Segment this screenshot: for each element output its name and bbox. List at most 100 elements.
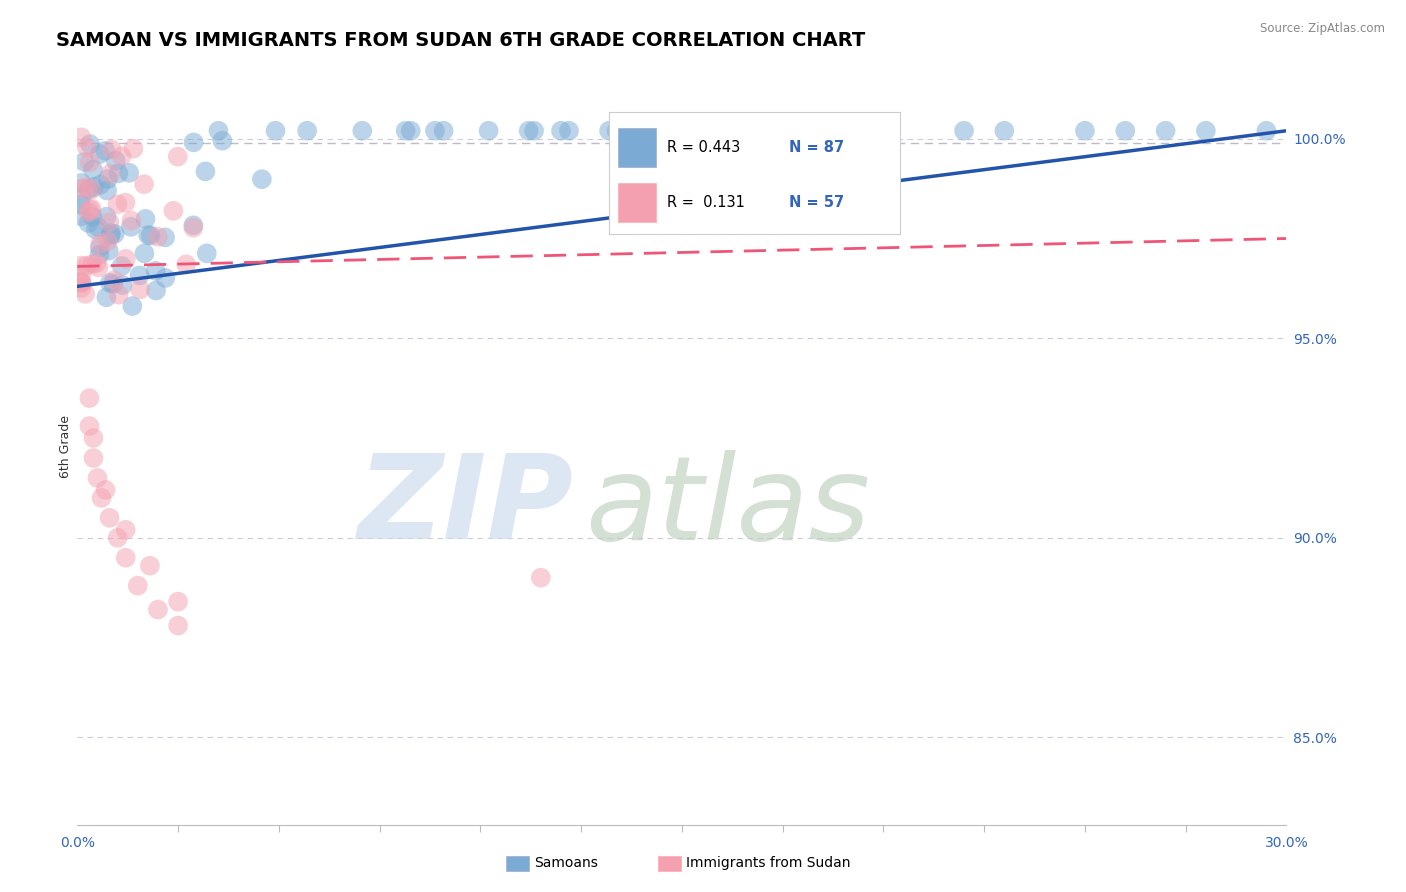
Point — [70, 197, 93, 211]
Point — [174, 257, 197, 271]
Point — [96, 210, 118, 224]
Point — [352, 124, 374, 138]
Point — [558, 124, 581, 138]
Point — [79, 391, 101, 405]
Point — [394, 124, 416, 138]
Point — [139, 558, 162, 573]
Text: Source: ZipAtlas.com: Source: ZipAtlas.com — [1260, 22, 1385, 36]
Point — [207, 124, 229, 138]
Point — [664, 124, 686, 138]
Point — [104, 227, 127, 241]
Point — [107, 197, 129, 211]
Point — [87, 220, 110, 235]
Point — [872, 124, 894, 138]
Point — [832, 124, 855, 138]
Point — [101, 277, 124, 291]
Point — [79, 419, 101, 434]
Point — [98, 276, 121, 290]
Point — [1154, 124, 1177, 138]
Point — [82, 210, 104, 224]
Point — [75, 180, 97, 194]
Point — [84, 222, 107, 236]
Point — [97, 172, 120, 186]
Point — [70, 181, 93, 195]
Point — [96, 290, 118, 304]
Point — [70, 259, 93, 273]
Point — [107, 166, 129, 180]
Text: ZIP: ZIP — [357, 450, 574, 564]
Point — [73, 155, 96, 169]
Text: Samoans: Samoans — [534, 856, 598, 871]
Point — [114, 523, 136, 537]
Point — [134, 246, 156, 260]
Y-axis label: 6th Grade: 6th Grade — [59, 415, 72, 477]
Point — [89, 147, 111, 161]
Text: Immigrants from Sudan: Immigrants from Sudan — [686, 856, 851, 871]
Point — [82, 431, 104, 445]
Point — [70, 275, 93, 289]
Point — [711, 124, 734, 138]
Point — [295, 124, 318, 138]
Point — [195, 246, 218, 260]
Point — [87, 260, 110, 275]
Point — [111, 259, 134, 273]
Point — [82, 162, 104, 177]
Point — [136, 228, 159, 243]
Point — [145, 284, 167, 298]
Point — [94, 144, 117, 158]
Point — [79, 202, 101, 217]
Point — [146, 229, 169, 244]
Point — [70, 276, 93, 290]
Point — [89, 236, 111, 251]
Point — [70, 176, 93, 190]
Point — [523, 124, 546, 138]
Point — [80, 202, 103, 216]
Point — [139, 228, 162, 243]
Point — [250, 172, 273, 186]
Point — [114, 195, 136, 210]
Point — [111, 278, 134, 293]
Point — [94, 483, 117, 497]
Point — [83, 180, 105, 194]
Point — [478, 124, 501, 138]
Point — [146, 602, 169, 616]
Point — [134, 211, 156, 226]
Point — [70, 281, 93, 295]
Point — [194, 164, 217, 178]
Point — [121, 299, 143, 313]
Point — [550, 124, 572, 138]
Point — [107, 531, 129, 545]
Point — [630, 131, 652, 145]
Point — [606, 124, 628, 138]
Point — [104, 153, 127, 168]
Point — [655, 124, 678, 138]
Point — [792, 124, 814, 138]
Point — [89, 248, 111, 262]
Point — [70, 267, 93, 281]
Point — [77, 216, 100, 230]
Point — [77, 182, 100, 196]
Point — [162, 203, 184, 218]
Point — [129, 282, 152, 296]
Point — [82, 257, 104, 271]
Point — [86, 471, 108, 485]
Point — [183, 136, 205, 150]
Point — [669, 124, 692, 138]
Point — [86, 256, 108, 270]
Text: SAMOAN VS IMMIGRANTS FROM SUDAN 6TH GRADE CORRELATION CHART: SAMOAN VS IMMIGRANTS FROM SUDAN 6TH GRAD… — [56, 31, 866, 50]
Point — [122, 142, 145, 156]
Point — [530, 571, 553, 585]
Point — [114, 550, 136, 565]
Point — [90, 491, 112, 505]
Point — [399, 124, 422, 138]
Point — [120, 213, 142, 227]
Point — [100, 167, 122, 181]
Point — [1074, 124, 1097, 138]
Point — [75, 286, 97, 301]
Point — [752, 124, 775, 138]
Point — [264, 124, 287, 138]
Point — [1114, 124, 1136, 138]
Point — [107, 287, 129, 301]
Point — [100, 228, 122, 243]
Point — [128, 268, 150, 283]
